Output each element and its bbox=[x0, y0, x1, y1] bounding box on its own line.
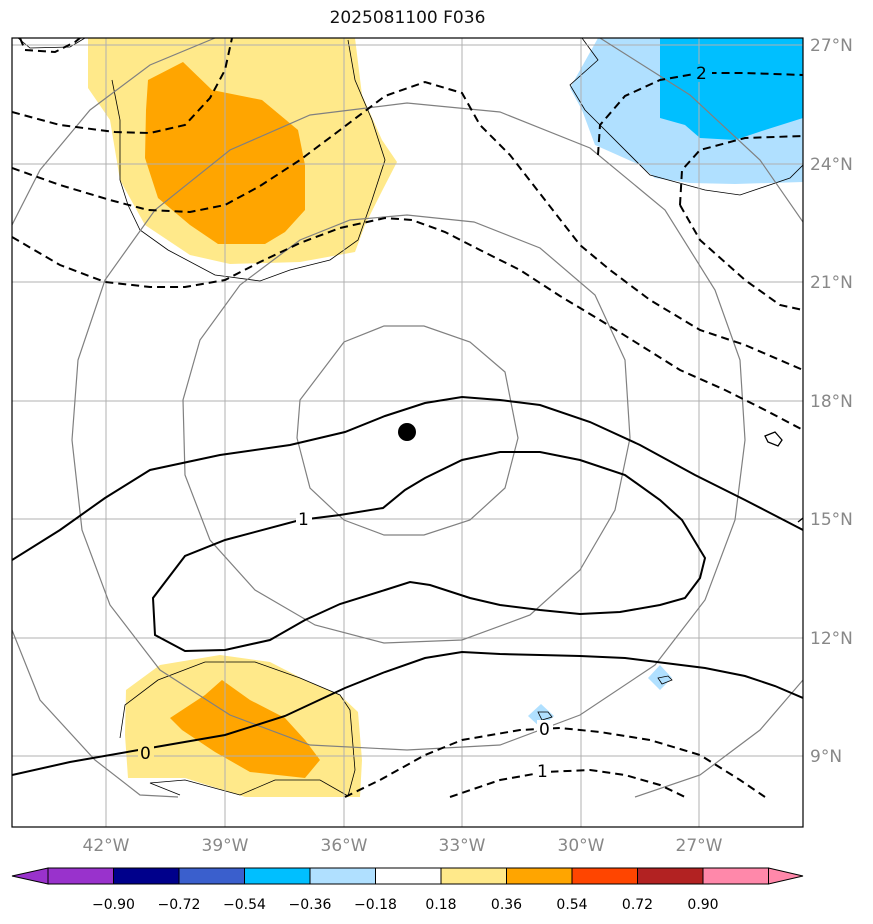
latitude-axis: 27°N 24°N 21°N 18°N 15°N 12°N 9°N bbox=[810, 36, 853, 767]
range-rings bbox=[12, 38, 803, 798]
colorbar-tick: −0.18 bbox=[354, 897, 397, 913]
longitude-axis: 42°W 39°W 36°W 33°W 30°W 27°W bbox=[83, 836, 723, 856]
lon-label: 36°W bbox=[321, 836, 368, 856]
colorbar-bin bbox=[506, 867, 573, 885]
colorbar-tick: −0.36 bbox=[289, 897, 332, 913]
colorbar-tick: 0.72 bbox=[622, 897, 653, 913]
colorbar-bin bbox=[309, 867, 376, 885]
negative-anomaly-ne-core bbox=[660, 38, 803, 140]
contour-label-2: 2 bbox=[696, 64, 707, 84]
colorbar-extend-low bbox=[11, 867, 49, 885]
colorbar-bin bbox=[440, 867, 507, 885]
storm-center-dot bbox=[398, 423, 416, 441]
contour-label-1-main: 1 bbox=[298, 510, 309, 530]
colorbar-bin bbox=[113, 867, 180, 885]
colorbar-tick: −0.90 bbox=[92, 897, 135, 913]
range-ring-middle bbox=[182, 214, 631, 644]
map-panel: 2 1 0 0 1 bbox=[12, 38, 803, 827]
colorbar bbox=[11, 867, 804, 885]
colorbar-tick: 0.36 bbox=[491, 897, 522, 913]
contour-label-0-dashed: 0 bbox=[539, 720, 550, 740]
colorbar-bin bbox=[178, 867, 245, 885]
region-outlines bbox=[17, 38, 803, 797]
colorbar-extend-high bbox=[768, 867, 804, 885]
range-ring-outermost bbox=[12, 38, 803, 798]
lon-label: 39°W bbox=[202, 836, 249, 856]
shaded-fields bbox=[88, 38, 803, 797]
colorbar-bin bbox=[244, 867, 311, 885]
lon-label: 27°W bbox=[676, 836, 723, 856]
colorbar-ticks: −0.90 −0.72 −0.54 −0.36 −0.18 0.18 0.36 … bbox=[92, 897, 719, 913]
range-ring-outer bbox=[71, 102, 746, 751]
colorbar-tick: 0.54 bbox=[556, 897, 587, 913]
contour-label-0-solid: 0 bbox=[140, 744, 151, 764]
colorbar-bin bbox=[47, 867, 114, 885]
lat-label: 27°N bbox=[810, 36, 853, 56]
lat-label: 21°N bbox=[810, 273, 853, 293]
colorbar-bin bbox=[571, 867, 638, 885]
lat-label: 24°N bbox=[810, 155, 853, 175]
contour-label-1-dashed: 1 bbox=[537, 762, 548, 782]
solid-contours bbox=[12, 395, 803, 776]
map-title: 2025081100 F036 bbox=[329, 8, 486, 28]
dashed-contours bbox=[12, 38, 803, 798]
lon-label: 30°W bbox=[558, 836, 605, 856]
lon-label: 33°W bbox=[439, 836, 486, 856]
lat-label: 15°N bbox=[810, 510, 853, 530]
colorbar-bin bbox=[637, 867, 704, 885]
lat-label: 12°N bbox=[810, 629, 853, 649]
colorbar-tick: −0.72 bbox=[158, 897, 201, 913]
colorbar-tick: −0.54 bbox=[223, 897, 266, 913]
range-ring-inner bbox=[296, 325, 519, 536]
colorbar-bin bbox=[375, 867, 442, 885]
colorbar-bin bbox=[702, 867, 769, 885]
colorbar-tick: 0.90 bbox=[687, 897, 718, 913]
contour-labels: 2 1 0 0 1 bbox=[138, 64, 712, 782]
lat-label: 9°N bbox=[810, 747, 842, 767]
colorbar-tick: 0.18 bbox=[425, 897, 456, 913]
graticule bbox=[12, 38, 803, 827]
map-frame bbox=[11, 37, 804, 828]
lat-label: 18°N bbox=[810, 392, 853, 412]
lon-label: 42°W bbox=[83, 836, 130, 856]
